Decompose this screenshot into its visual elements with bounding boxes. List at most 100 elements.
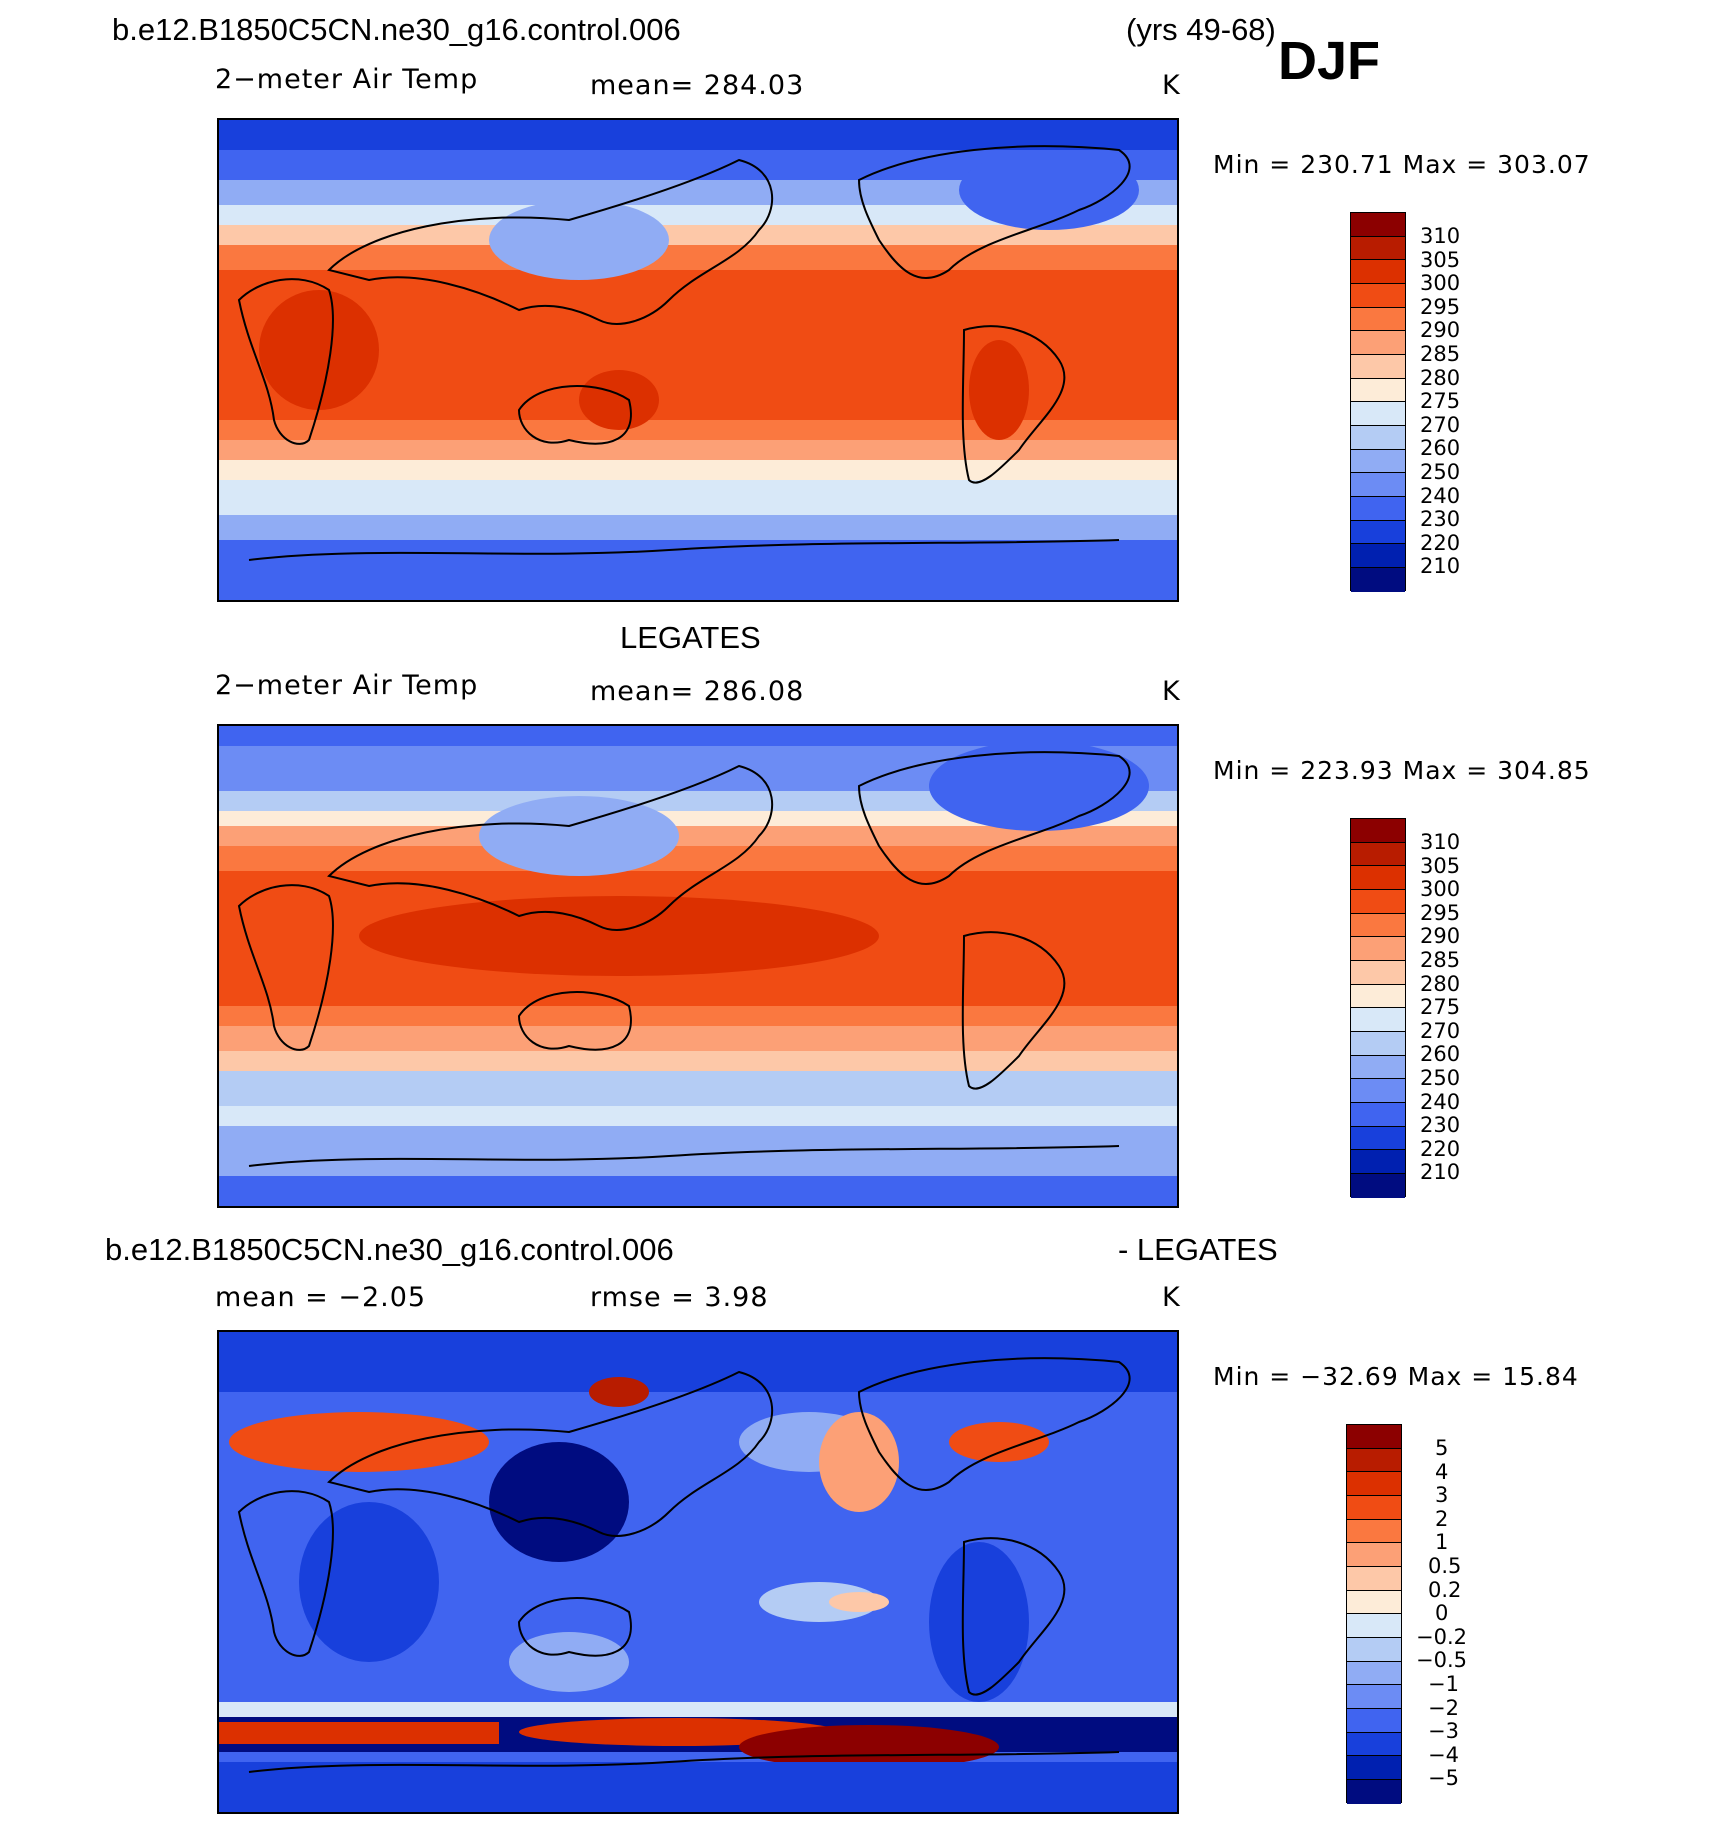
colorbar-tick: −4: [1428, 1743, 1459, 1767]
colorbar-tick: 270: [1420, 1019, 1461, 1043]
colorbar-swatch: [1351, 913, 1405, 938]
colorbar-swatch: [1347, 1543, 1401, 1567]
colorbar-swatch: [1351, 520, 1405, 545]
years-label: (yrs 49-68): [1126, 12, 1276, 47]
colorbar-swatch: [1351, 1150, 1405, 1174]
panel1-units: K: [1162, 70, 1181, 101]
colorbar-tick: 275: [1420, 389, 1461, 413]
colorbar-tick: 295: [1420, 295, 1461, 319]
colorbar-swatch: [1347, 1779, 1401, 1804]
colorbar-tick: 210: [1420, 554, 1461, 578]
colorbar-swatch: [1351, 402, 1405, 426]
colorbar-tick: 0: [1435, 1601, 1449, 1625]
colorbar-tick: −2: [1428, 1696, 1459, 1720]
colorbar-tick: 2: [1435, 1507, 1449, 1531]
colorbar-tick: 310: [1420, 830, 1461, 854]
colorbar-swatch: [1351, 889, 1405, 914]
panel2-variable: 2−meter Air Temp: [215, 670, 479, 701]
colorbar-swatch: [1351, 283, 1405, 308]
panel2-units: K: [1162, 676, 1181, 707]
colorbar-tick: −5: [1428, 1766, 1459, 1790]
colorbar-tick: 290: [1420, 318, 1461, 342]
colorbar-tick: 305: [1420, 248, 1461, 272]
colorbar-swatch: [1351, 307, 1405, 332]
colorbar-tick: 285: [1420, 342, 1461, 366]
colorbar-swatch: [1347, 1495, 1401, 1520]
panel3-map: [217, 1330, 1179, 1814]
panel2-title: LEGATES: [620, 620, 761, 655]
colorbar-swatch: [1347, 1519, 1401, 1544]
panel3-map-field: [219, 1332, 1177, 1812]
colorbar-swatch: [1347, 1756, 1401, 1780]
colorbar-swatch: [1351, 331, 1405, 355]
colorbar-tick: 250: [1420, 1066, 1461, 1090]
colorbar-temperature-2: [1350, 818, 1406, 1198]
colorbar-swatch: [1351, 819, 1405, 843]
colorbar-tick: 270: [1420, 413, 1461, 437]
colorbar-swatch: [1351, 544, 1405, 568]
colorbar-tick: 5: [1435, 1436, 1449, 1460]
colorbar-swatch: [1351, 1031, 1405, 1056]
colorbar-swatch: [1351, 1173, 1405, 1198]
colorbar-swatch: [1351, 1055, 1405, 1080]
colorbar-tick: 295: [1420, 901, 1461, 925]
colorbar-swatch: [1351, 1008, 1405, 1032]
panel3-minmax: Min = −32.69 Max = 15.84: [1213, 1362, 1579, 1391]
colorbar-swatch: [1351, 937, 1405, 961]
colorbar-swatch: [1351, 842, 1405, 867]
colorbar-swatch: [1347, 1708, 1401, 1733]
colorbar-swatch: [1347, 1566, 1401, 1591]
colorbar-swatch: [1351, 213, 1405, 237]
colorbar-tick: 250: [1420, 460, 1461, 484]
colorbar-tick: 0.5: [1428, 1554, 1462, 1578]
panel3-mean: mean = −2.05: [215, 1282, 427, 1313]
colorbar-difference: [1346, 1424, 1402, 1804]
colorbar-tick: −1: [1428, 1672, 1459, 1696]
colorbar-swatch: [1351, 960, 1405, 985]
colorbar-tick: 305: [1420, 854, 1461, 878]
colorbar-tick: 285: [1420, 948, 1461, 972]
colorbar-swatch: [1347, 1472, 1401, 1496]
colorbar-tick: 310: [1420, 224, 1461, 248]
colorbar-tick: 220: [1420, 1137, 1461, 1161]
colorbar-swatch: [1351, 425, 1405, 450]
colorbar-tick: 220: [1420, 531, 1461, 555]
colorbar-swatch: [1347, 1448, 1401, 1473]
colorbar-tick: −0.5: [1416, 1648, 1467, 1672]
colorbar-tick: 280: [1420, 972, 1461, 996]
colorbar-swatch: [1347, 1637, 1401, 1662]
panel1-variable: 2−meter Air Temp: [215, 64, 479, 95]
colorbar-tick: 210: [1420, 1160, 1461, 1184]
colorbar-tick: −3: [1428, 1719, 1459, 1743]
colorbar-swatch: [1351, 1126, 1405, 1151]
colorbar-temperature-1: [1350, 212, 1406, 592]
panel1-map-field: [219, 120, 1177, 600]
colorbar-swatch: [1351, 1102, 1405, 1127]
panel2-minmax: Min = 223.93 Max = 304.85: [1213, 756, 1591, 785]
colorbar-tick: 260: [1420, 436, 1461, 460]
panel3-units: K: [1162, 1282, 1181, 1313]
colorbar-swatch: [1347, 1732, 1401, 1757]
colorbar-swatch: [1351, 260, 1405, 284]
colorbar-tick: 230: [1420, 507, 1461, 531]
colorbar-swatch: [1351, 1079, 1405, 1103]
colorbar-tick: 240: [1420, 484, 1461, 508]
colorbar-tick: 240: [1420, 1090, 1461, 1114]
colorbar-tick: 300: [1420, 271, 1461, 295]
case-title: b.e12.B1850C5CN.ne30_g16.control.006: [112, 12, 681, 47]
panel2-map-field: [219, 726, 1177, 1206]
panel3-rmse: rmse = 3.98: [590, 1282, 769, 1313]
colorbar-swatch: [1347, 1685, 1401, 1709]
panel2-mean: mean= 286.08: [590, 676, 805, 707]
colorbar-swatch: [1347, 1614, 1401, 1638]
colorbar-tick: 1: [1435, 1530, 1449, 1554]
panel1-mean: mean= 284.03: [590, 70, 805, 101]
colorbar-swatch: [1351, 866, 1405, 890]
colorbar-tick: 4: [1435, 1460, 1449, 1484]
colorbar-swatch: [1347, 1425, 1401, 1449]
panel2-map: [217, 724, 1179, 1208]
colorbar-swatch: [1351, 567, 1405, 592]
colorbar-swatch: [1351, 473, 1405, 497]
colorbar-swatch: [1347, 1661, 1401, 1686]
colorbar-tick: 3: [1435, 1483, 1449, 1507]
